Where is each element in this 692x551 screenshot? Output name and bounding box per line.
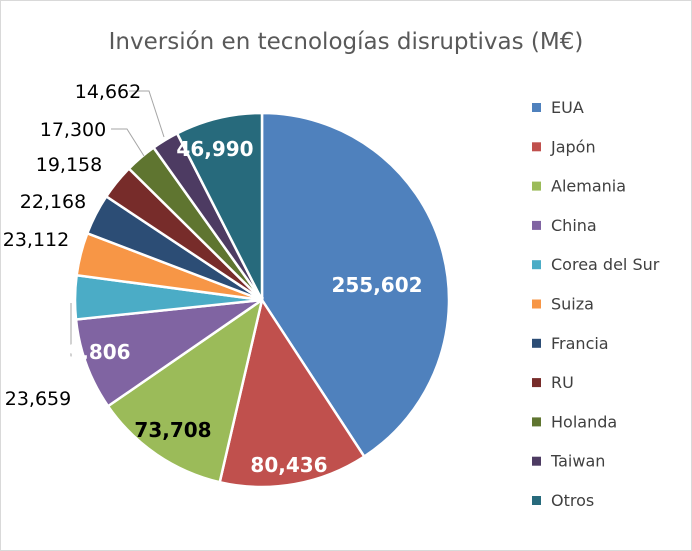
legend-entry[interactable]: Francia <box>551 334 609 353</box>
data-label: 80,436 <box>250 453 327 477</box>
legend-entry[interactable]: EUA <box>551 98 584 117</box>
leader-line <box>111 128 145 157</box>
data-label: 73,708 <box>134 418 211 442</box>
data-label: 255,602 <box>331 273 422 297</box>
legend-marker <box>532 496 541 505</box>
legend-entry[interactable]: Corea del Sur <box>551 255 660 274</box>
legend-marker <box>532 378 541 388</box>
legend-marker <box>532 103 541 112</box>
data-label: 22,168 <box>20 191 86 213</box>
legend-entry[interactable]: Taiwan <box>550 452 605 471</box>
legend-entry[interactable]: Japón <box>550 137 596 156</box>
data-label: 19,158 <box>36 154 102 176</box>
legend-marker <box>532 142 541 152</box>
legend-marker <box>532 220 541 230</box>
data-label: 46,990 <box>176 137 253 161</box>
pie-slice-otros[interactable] <box>175 111 264 301</box>
pie-slice-china[interactable] <box>74 298 263 408</box>
chart-title: Inversión en tecnologías disruptivas (M€… <box>109 29 584 55</box>
legend-entry[interactable]: Suiza <box>551 295 594 314</box>
legend-entry[interactable]: China <box>551 216 597 235</box>
pie-slice-japón[interactable] <box>218 296 366 489</box>
legend-marker <box>532 338 541 348</box>
data-label: 17,300 <box>40 119 106 141</box>
legend-marker <box>532 299 541 309</box>
data-label: 23,112 <box>3 229 69 251</box>
legend-marker <box>532 417 541 427</box>
pie-slice-alemania[interactable] <box>106 297 264 484</box>
data-label: 23,659 <box>5 388 71 410</box>
legend-entry[interactable]: Alemania <box>551 177 626 196</box>
legend-entry[interactable]: RU <box>551 373 574 392</box>
data-label: 14,662 <box>75 81 141 103</box>
data-label: 49,806 <box>53 340 130 364</box>
leader-line <box>129 90 165 138</box>
legend-entry[interactable]: Holanda <box>551 412 617 431</box>
legend-marker <box>532 181 541 191</box>
legend-marker <box>532 456 541 466</box>
legend-marker <box>532 260 541 270</box>
legend-entry[interactable]: Otros <box>551 491 594 510</box>
